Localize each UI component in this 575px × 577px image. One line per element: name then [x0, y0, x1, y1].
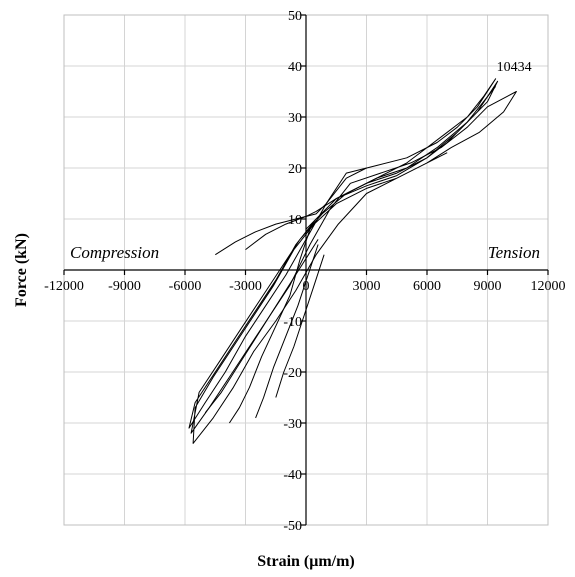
- x-tick-label: 0: [303, 279, 310, 294]
- y-tick-label: -10: [283, 315, 302, 330]
- y-tick-label: 50: [288, 9, 302, 24]
- y-tick-label: -40: [283, 468, 302, 483]
- series-line: [204, 239, 319, 414]
- series-line: [228, 229, 311, 424]
- y-tick-label: -50: [283, 519, 302, 534]
- y-axis-title: Force (kN): [13, 233, 30, 307]
- y-tick-label: 40: [288, 60, 302, 75]
- axis-ticks: [63, 14, 549, 526]
- y-tick-label: -20: [283, 366, 302, 381]
- tension-label: Tension: [488, 243, 540, 262]
- peak-strain-annotation: 10434: [497, 60, 532, 75]
- x-tick-label: 3000: [353, 279, 381, 294]
- y-tick-label: -30: [283, 417, 302, 432]
- x-tick-labels: -12000 -9000 -6000 -3000 0 3000 6000 9000 12000: [44, 279, 565, 294]
- x-tick-label: 12000: [531, 279, 566, 294]
- x-tick-label: 9000: [474, 279, 502, 294]
- y-tick-label: 10: [288, 213, 302, 228]
- x-tick-label: 6000: [413, 279, 441, 294]
- series-line: [215, 167, 367, 256]
- y-tick-label: 20: [288, 162, 302, 177]
- series-line: [188, 78, 517, 444]
- y-tick-labels: -50 -40 -30 -20 -10 10 20 30 40 50: [283, 9, 302, 534]
- hysteresis-curves: [188, 78, 517, 444]
- x-tick-label: -9000: [108, 279, 141, 294]
- x-axis-title: Strain (μm/m): [257, 553, 355, 570]
- x-tick-label: -3000: [229, 279, 262, 294]
- compression-label: Compression: [70, 243, 159, 262]
- x-tick-label: -6000: [169, 279, 202, 294]
- x-tick-label: -12000: [44, 279, 84, 294]
- y-tick-label: 30: [288, 111, 302, 126]
- series-line: [255, 244, 319, 419]
- series-line: [245, 86, 496, 250]
- series-line: [275, 254, 325, 398]
